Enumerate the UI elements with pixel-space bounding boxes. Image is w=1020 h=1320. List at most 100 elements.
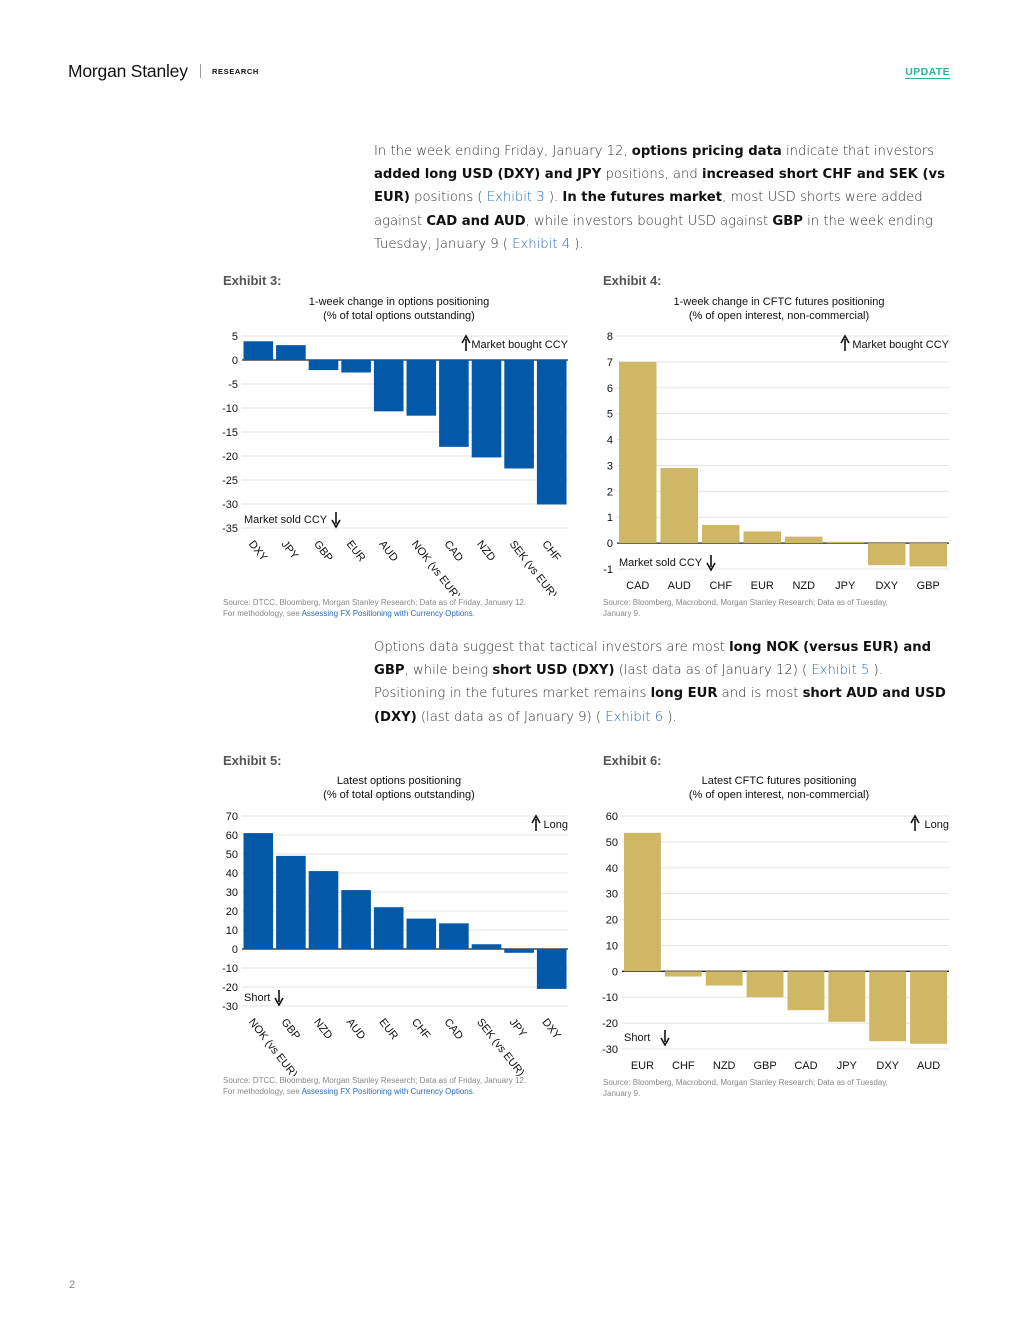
source-text: . bbox=[472, 608, 475, 618]
source-line: January 9. bbox=[603, 1088, 641, 1098]
x-tick-label: AUD bbox=[668, 580, 691, 592]
chart-subtitle-line: (% of total options outstanding) bbox=[323, 310, 475, 322]
update-badge: UPDATE bbox=[905, 66, 950, 79]
bar-dxy bbox=[243, 341, 274, 360]
exhibit-4-link[interactable]: Exhibit 4 bbox=[512, 236, 571, 252]
y-tick-label: 6 bbox=[607, 383, 613, 395]
chart-title-line: 1-week change in options positioning bbox=[308, 296, 490, 308]
x-tick-label: GBP bbox=[279, 1016, 303, 1042]
y-tick-label: 20 bbox=[606, 915, 618, 927]
y-tick-label: 50 bbox=[226, 849, 238, 861]
y-tick-label: 30 bbox=[606, 889, 618, 901]
bar-gbp bbox=[909, 543, 947, 567]
exhibit-3-link[interactable]: Exhibit 3 bbox=[486, 190, 545, 206]
x-tick-label: GBP bbox=[917, 580, 940, 592]
x-tick-label: CHF bbox=[539, 538, 563, 563]
x-tick-label: JPY bbox=[279, 538, 301, 562]
source-text: For methodology, see bbox=[223, 608, 302, 618]
bold-text: short USD (DXY) bbox=[492, 663, 615, 679]
x-tick-label: JPY bbox=[835, 580, 856, 592]
bar-chf bbox=[702, 524, 740, 544]
bar-eur bbox=[341, 360, 371, 373]
y-tick-label: -25 bbox=[222, 475, 238, 487]
x-tick-label: JPY bbox=[507, 1016, 529, 1040]
bar-dxy bbox=[869, 971, 907, 1042]
bold-text: long EUR bbox=[650, 686, 718, 702]
bar-nzd bbox=[308, 871, 339, 949]
methodology-link[interactable]: Assessing FX Positioning with Currency O… bbox=[301, 608, 473, 618]
y-tick-label: 0 bbox=[607, 538, 613, 550]
bar-chf bbox=[536, 360, 567, 505]
bar-cad bbox=[439, 923, 469, 949]
exhibit-4-title: 1-week change in CFTC futures positionin… bbox=[603, 295, 955, 323]
chart-subtitle-line: (% of total options outstanding) bbox=[323, 789, 475, 801]
down-arrow-icon bbox=[274, 990, 284, 1007]
bold-text: increased short CHF and SEK (vs EUR) bbox=[374, 167, 945, 206]
positioning-paragraph: Options data suggest that tactical inves… bbox=[374, 636, 949, 729]
y-tick-label: -10 bbox=[222, 403, 238, 415]
text-run: , most USD shorts were added against bbox=[374, 190, 923, 229]
chart-title-line: 1-week change in CFTC futures positionin… bbox=[673, 296, 885, 308]
y-tick-label: 8 bbox=[607, 331, 613, 343]
y-tick-label: -20 bbox=[602, 1018, 618, 1030]
x-tick-label: GBP bbox=[311, 538, 335, 564]
annotation-up-label: Long bbox=[544, 819, 568, 831]
exhibit-5-source: Source: DTCC, Bloomberg, Morgan Stanley … bbox=[223, 1076, 583, 1097]
source-line: January 9. bbox=[603, 608, 641, 618]
page-number: 2 bbox=[69, 1279, 76, 1291]
y-tick-label: 10 bbox=[606, 940, 618, 952]
down-arrow-icon bbox=[660, 1030, 670, 1047]
text-run: (last data as of January 9) ( bbox=[416, 709, 606, 725]
x-tick-label: DXY bbox=[539, 1016, 563, 1042]
exhibit-4-label: Exhibit 4: bbox=[603, 273, 662, 288]
y-tick-label: 0 bbox=[232, 944, 238, 956]
text-run: and is most bbox=[717, 686, 803, 702]
y-tick-label: 5 bbox=[232, 331, 238, 343]
y-tick-label: 0 bbox=[612, 966, 618, 978]
y-tick-label: 40 bbox=[226, 868, 238, 880]
bar-nzd bbox=[471, 360, 502, 458]
chart-subtitle-line: (% of open interest, non-commercial) bbox=[688, 310, 870, 322]
y-tick-label: 5 bbox=[607, 409, 613, 421]
x-tick-label: CAD bbox=[626, 580, 649, 592]
bar-nzd bbox=[705, 971, 743, 986]
y-tick-label: -1 bbox=[603, 564, 613, 576]
x-tick-label: DXY bbox=[876, 1060, 899, 1072]
annotation-down-label: Short bbox=[624, 1032, 650, 1044]
bold-text: options pricing data bbox=[631, 144, 782, 159]
y-tick-label: 30 bbox=[226, 887, 238, 899]
bar-gbp bbox=[746, 971, 784, 998]
x-tick-label: AUD bbox=[376, 538, 400, 564]
exhibit-5-title: Latest options positioning (% of total o… bbox=[223, 774, 575, 802]
x-tick-label: NZD bbox=[474, 538, 497, 563]
bar-jpy bbox=[828, 971, 866, 1022]
bar-aud bbox=[341, 890, 371, 949]
bold-text: CAD and AUD bbox=[426, 213, 526, 229]
up-arrow-icon bbox=[840, 334, 850, 351]
exhibit-6-link[interactable]: Exhibit 6 bbox=[605, 709, 664, 725]
text-run: positions ( bbox=[409, 190, 487, 206]
up-arrow-icon bbox=[910, 814, 920, 831]
text-run: , while investors bought USD against bbox=[525, 213, 773, 229]
y-tick-label: -35 bbox=[222, 523, 238, 535]
y-tick-label: -10 bbox=[222, 963, 238, 975]
x-tick-label: GBP bbox=[753, 1060, 776, 1072]
exhibit-5-link[interactable]: Exhibit 5 bbox=[811, 663, 870, 679]
exhibit-6-chart: 60 50 40 30 20 10 0 -10 -20 -30 EUR CHF NZD GBP CAD JPY… bbox=[602, 811, 949, 1072]
exhibit-3-label: Exhibit 3: bbox=[223, 273, 282, 288]
y-tick-label: -30 bbox=[222, 499, 238, 511]
bar-eur bbox=[743, 531, 781, 544]
x-tick-label: EUR bbox=[631, 1060, 654, 1072]
chart-title-line: Latest options positioning bbox=[336, 775, 462, 787]
header-divider bbox=[200, 64, 201, 78]
x-tick-label: AUD bbox=[917, 1060, 940, 1072]
x-tick-label: AUD bbox=[344, 1016, 368, 1042]
methodology-link[interactable]: Assessing FX Positioning with Currency O… bbox=[301, 1086, 473, 1096]
down-arrow-icon bbox=[706, 555, 716, 572]
chart-title-line: Latest CFTC futures positioning bbox=[701, 775, 857, 787]
bar-gbp bbox=[308, 360, 339, 371]
bar-cad bbox=[439, 360, 469, 447]
bold-text: In the futures market bbox=[562, 190, 723, 206]
